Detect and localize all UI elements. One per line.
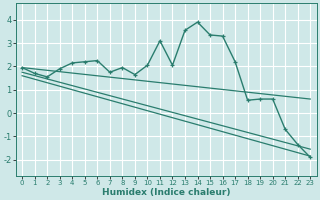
X-axis label: Humidex (Indice chaleur): Humidex (Indice chaleur)	[102, 188, 230, 197]
